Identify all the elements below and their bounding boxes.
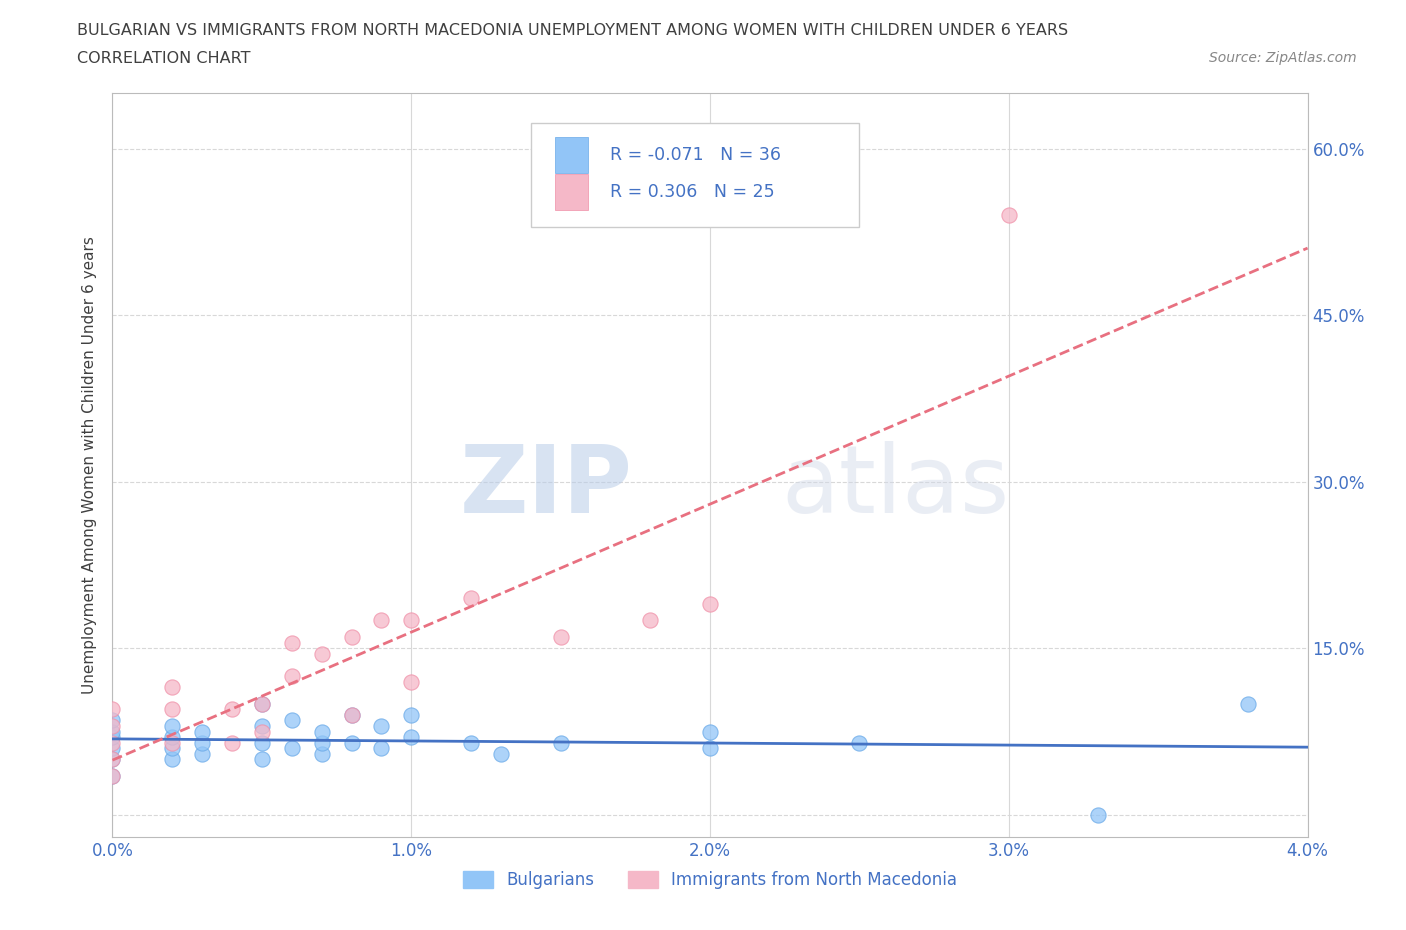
Point: [998, 207, 1021, 222]
Text: atlas: atlas: [782, 442, 1010, 533]
Point: [848, 736, 870, 751]
Point: [370, 740, 392, 755]
Point: [460, 736, 482, 751]
Text: R = -0.071   N = 36: R = -0.071 N = 36: [610, 146, 780, 164]
Point: [101, 719, 124, 734]
Point: [489, 746, 512, 761]
Point: [699, 596, 721, 611]
Point: [311, 724, 333, 739]
Point: [340, 736, 363, 751]
Point: [162, 702, 183, 717]
Text: BULGARIAN VS IMMIGRANTS FROM NORTH MACEDONIA UNEMPLOYMENT AMONG WOMEN WITH CHILD: BULGARIAN VS IMMIGRANTS FROM NORTH MACED…: [77, 23, 1069, 38]
Point: [101, 768, 124, 783]
Text: R = 0.306   N = 25: R = 0.306 N = 25: [610, 183, 775, 201]
Point: [162, 719, 183, 734]
Point: [550, 736, 572, 751]
Y-axis label: Unemployment Among Women with Children Under 6 years: Unemployment Among Women with Children U…: [82, 236, 97, 694]
Point: [101, 730, 124, 745]
Point: [101, 713, 124, 728]
Point: [221, 702, 243, 717]
Point: [191, 724, 214, 739]
Text: Source: ZipAtlas.com: Source: ZipAtlas.com: [1209, 51, 1357, 65]
Point: [281, 635, 304, 650]
Point: [250, 736, 273, 751]
Point: [699, 740, 721, 755]
Point: [460, 591, 482, 605]
Point: [281, 669, 304, 684]
Point: [162, 740, 183, 755]
FancyBboxPatch shape: [554, 137, 588, 173]
Point: [401, 708, 423, 723]
Point: [162, 730, 183, 745]
Point: [370, 719, 392, 734]
Point: [101, 702, 124, 717]
FancyBboxPatch shape: [554, 174, 588, 210]
Point: [250, 697, 273, 711]
Point: [1237, 697, 1260, 711]
Point: [162, 680, 183, 695]
Point: [101, 751, 124, 766]
Point: [250, 724, 273, 739]
Point: [340, 630, 363, 644]
Point: [191, 736, 214, 751]
Point: [101, 740, 124, 755]
Point: [311, 736, 333, 751]
Point: [311, 646, 333, 661]
Point: [370, 613, 392, 628]
Point: [101, 768, 124, 783]
Point: [311, 746, 333, 761]
Point: [101, 724, 124, 739]
Point: [340, 708, 363, 723]
Text: ZIP: ZIP: [460, 442, 633, 533]
Point: [401, 613, 423, 628]
Point: [401, 730, 423, 745]
Point: [101, 751, 124, 766]
Point: [281, 740, 304, 755]
Point: [340, 708, 363, 723]
Point: [401, 674, 423, 689]
Point: [162, 751, 183, 766]
Point: [699, 724, 721, 739]
Legend: Bulgarians, Immigrants from North Macedonia: Bulgarians, Immigrants from North Macedo…: [457, 864, 963, 896]
Point: [250, 719, 273, 734]
Point: [191, 746, 214, 761]
Point: [250, 697, 273, 711]
Point: [550, 630, 572, 644]
Text: CORRELATION CHART: CORRELATION CHART: [77, 51, 250, 66]
Point: [640, 613, 662, 628]
Point: [1087, 807, 1109, 822]
FancyBboxPatch shape: [531, 123, 859, 227]
Point: [101, 736, 124, 751]
Point: [221, 736, 243, 751]
Point: [281, 713, 304, 728]
Point: [250, 751, 273, 766]
Point: [162, 736, 183, 751]
